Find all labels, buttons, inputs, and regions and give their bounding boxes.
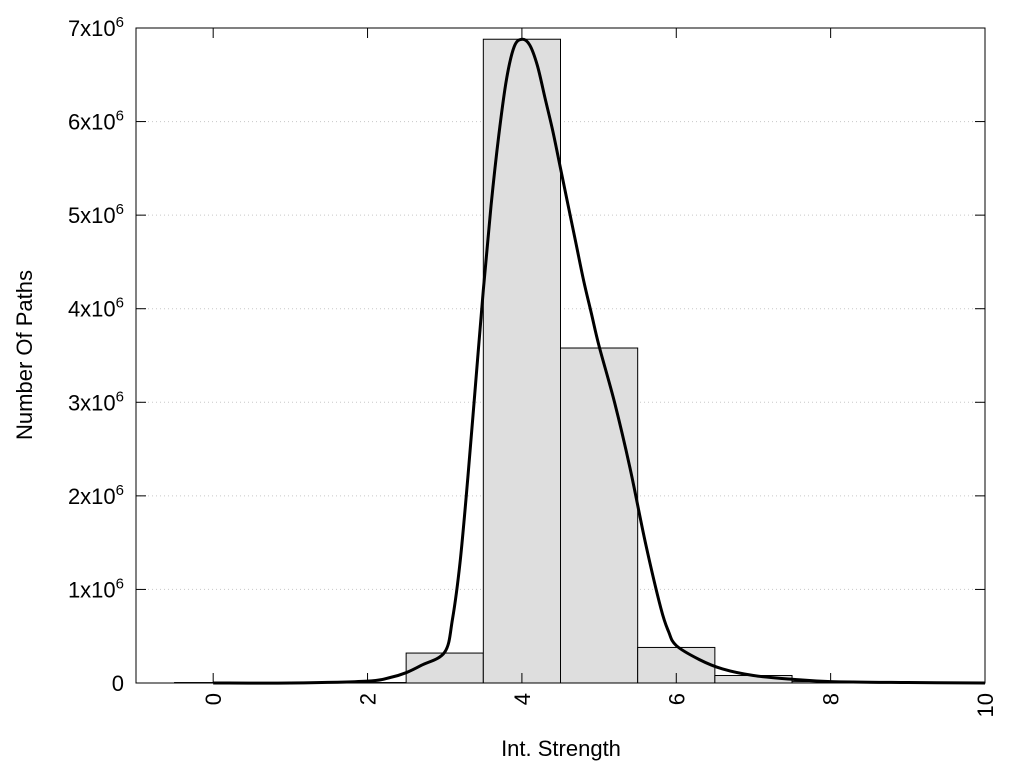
x-axis-title: Int. Strength	[501, 736, 621, 761]
y-tick-label-6: 6x106	[68, 108, 124, 135]
x-tick-label-3: 6	[664, 693, 689, 705]
fit-curve-line	[213, 37, 986, 685]
y-tick-label-3: 3x106	[68, 388, 124, 415]
fit-curve	[213, 37, 986, 685]
y-tick-label-5: 5x106	[68, 201, 124, 228]
y-tick-label-1: 1x106	[68, 575, 124, 602]
y-tick-label-4: 4x106	[68, 295, 124, 322]
x-tick-label-4: 8	[819, 693, 844, 705]
axis-ticks: 0 1x106 2x106 3x106 4x106 5x106 6x106 7x106 0 2 4 6…	[68, 14, 998, 717]
y-axis-title: Number Of Paths	[12, 270, 37, 440]
y-tick-label-0: 0	[112, 671, 124, 696]
x-tick-label-0: 0	[201, 693, 226, 705]
x-tick-label-2: 4	[510, 693, 535, 705]
y-tick-label-7: 7x106	[68, 14, 124, 41]
histogram-bar-5	[560, 347, 639, 684]
histogram-bar-4	[482, 38, 561, 684]
x-tick-label-5: 10	[973, 693, 998, 717]
x-tick-label-1: 2	[356, 693, 381, 705]
plot-frame	[135, 27, 986, 684]
y-tick-label-2: 2x106	[68, 482, 124, 509]
histogram-bars	[174, 38, 947, 684]
